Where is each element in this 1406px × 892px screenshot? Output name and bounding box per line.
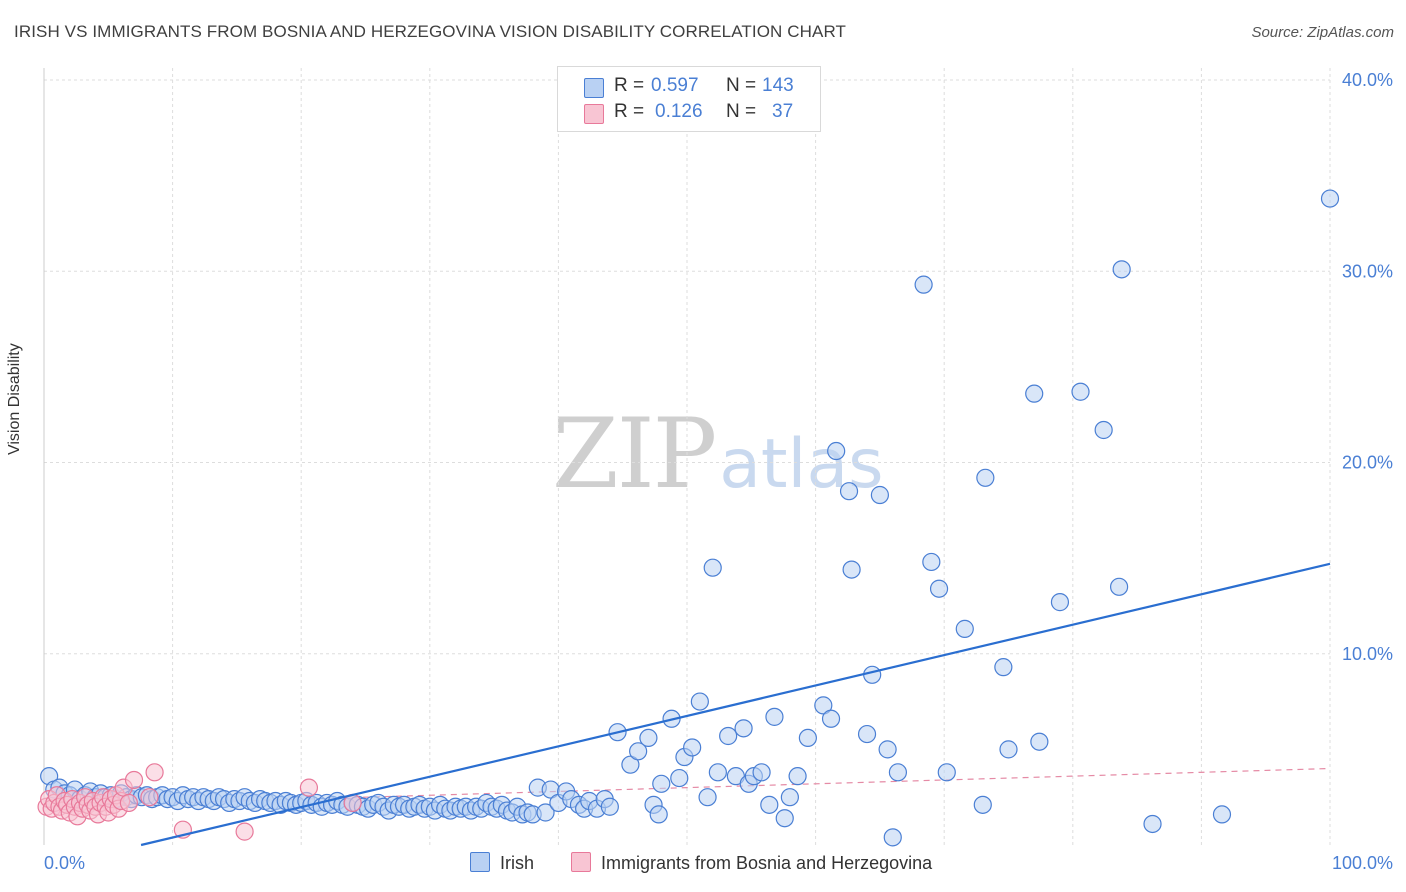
irish-point-118 xyxy=(690,692,709,711)
irish-point-146 xyxy=(922,552,941,572)
bosnia-n-label: N = xyxy=(726,101,757,122)
irish-point-138 xyxy=(842,560,861,579)
bosnia-r-value: 0.126 xyxy=(655,101,703,122)
irish-point-156 xyxy=(1050,593,1070,612)
bosnia-point-37 xyxy=(299,778,319,797)
legend-bosnia-label: Immigrants from Bosnia and Herzegovina xyxy=(601,853,933,873)
legend-item-bosnia: Immigrants from Bosnia and Herzegovina xyxy=(571,852,932,874)
irish-point-151 xyxy=(976,468,995,487)
irish-point-153 xyxy=(999,740,1018,759)
bosnia-point-33 xyxy=(140,788,159,807)
irish-point-119 xyxy=(698,788,717,807)
irish-point-135 xyxy=(821,709,841,728)
irish-point-147 xyxy=(929,579,949,598)
irish-point-109 xyxy=(629,742,648,761)
irish-point-134 xyxy=(814,696,833,715)
bosnia-r-label: R = xyxy=(614,101,645,122)
irish-point-150 xyxy=(973,795,992,814)
irish-point-106 xyxy=(600,797,619,816)
bosnia-point-36 xyxy=(235,822,254,841)
irish-point-117 xyxy=(683,738,702,757)
irish-point-163 xyxy=(1320,189,1340,208)
irish-point-128 xyxy=(760,795,779,814)
irish-point-139 xyxy=(857,724,877,744)
irish-point-149 xyxy=(955,619,974,638)
irish-point-160 xyxy=(1112,260,1131,279)
bosnia-swatch xyxy=(584,104,604,124)
bosnia-n-value: 37 xyxy=(772,101,794,122)
irish-point-159 xyxy=(1109,577,1129,596)
irish-point-137 xyxy=(839,482,859,501)
source-label: Source: ZipAtlas.com xyxy=(1251,24,1394,41)
irish-point-124 xyxy=(734,719,753,738)
bosnia-point-34 xyxy=(145,763,164,782)
irish-point-142 xyxy=(878,740,897,759)
legend-irish-label: Irish xyxy=(500,853,535,873)
irish-point-132 xyxy=(788,767,807,786)
y-tick-label-40: 40.0% xyxy=(1342,70,1393,90)
irish-point-129 xyxy=(765,707,784,726)
irish-point-161 xyxy=(1143,814,1162,834)
irish-n-label: N = xyxy=(726,75,757,96)
irish-point-143 xyxy=(883,828,902,847)
irish-swatch xyxy=(584,78,604,98)
irish-point-152 xyxy=(994,658,1013,677)
bosnia-point-31 xyxy=(119,793,138,813)
y-tick-label-20: 20.0% xyxy=(1342,453,1393,473)
legend-item-irish: Irish xyxy=(470,852,534,874)
irish-point-112 xyxy=(649,805,668,824)
irish-r-label: R = xyxy=(614,75,645,96)
watermark: ZIPatlas xyxy=(552,398,884,510)
irish-point-120 xyxy=(703,558,722,577)
irish-point-115 xyxy=(670,768,689,788)
irish-point-136 xyxy=(827,441,846,461)
y-axis-label: Vision Disability xyxy=(6,343,23,455)
irish-point-162 xyxy=(1212,805,1232,824)
irish-point-157 xyxy=(1071,382,1090,401)
irish-point-140 xyxy=(863,665,882,684)
irish-point-122 xyxy=(719,726,738,746)
irish-point-96 xyxy=(536,803,555,822)
irish-point-144 xyxy=(888,763,908,782)
irish-r-value: 0.597 xyxy=(651,75,699,96)
irish-point-127 xyxy=(752,763,771,782)
irish-point-158 xyxy=(1094,420,1113,440)
trendline-irish xyxy=(140,562,1331,847)
irish-point-113 xyxy=(652,774,671,793)
irish-point-108 xyxy=(621,755,640,774)
watermark-zip: ZIP xyxy=(552,398,717,510)
x-tick-label-0: 0.0% xyxy=(44,853,85,873)
irish-point-141 xyxy=(870,485,890,505)
legend-irish-swatch xyxy=(470,852,490,872)
y-tick-label-30: 30.0% xyxy=(1342,261,1393,281)
irish-point-130 xyxy=(775,809,794,828)
y-tick-label-10: 10.0% xyxy=(1342,644,1393,664)
irish-point-110 xyxy=(639,728,658,748)
irish-point-131 xyxy=(780,788,799,807)
irish-point-133 xyxy=(798,728,817,748)
bosnia-point-32 xyxy=(124,770,144,790)
irish-point-121 xyxy=(708,763,727,782)
chart-title: IRISH VS IMMIGRANTS FROM BOSNIA AND HERZ… xyxy=(14,22,846,41)
stats-legend: R = 0.597 N = 143 R = 0.126 N = 37 xyxy=(557,66,821,132)
irish-n-value: 143 xyxy=(762,75,794,96)
irish-point-154 xyxy=(1025,384,1044,403)
irish-point-148 xyxy=(937,763,956,782)
irish-point-155 xyxy=(1030,732,1049,751)
legend-bosnia-swatch xyxy=(571,852,591,872)
irish-point-145 xyxy=(914,275,933,294)
x-tick-label-100: 100.0% xyxy=(1332,853,1393,873)
